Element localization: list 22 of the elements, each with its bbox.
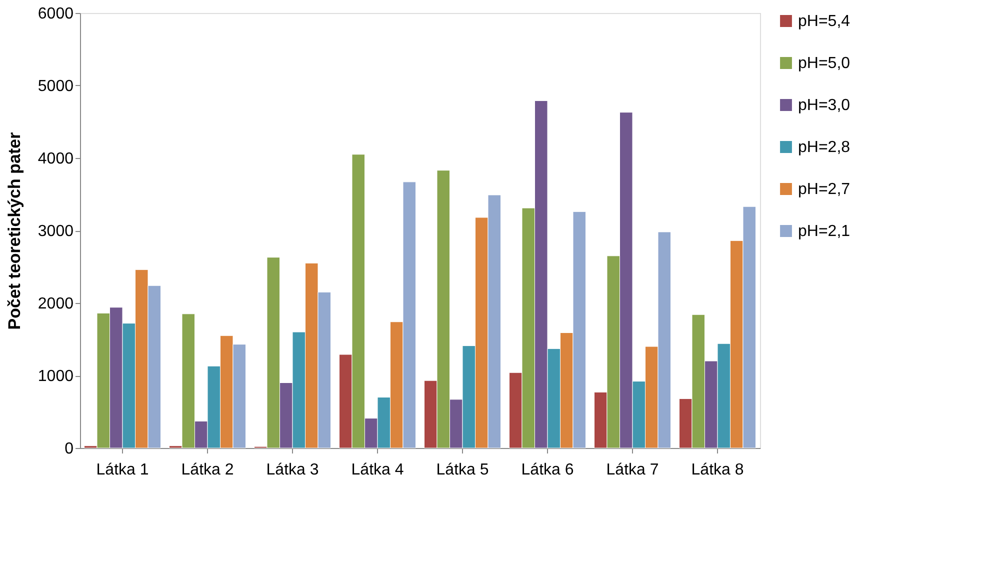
y-tick-label: 0 xyxy=(64,440,74,458)
legend-label: pH=5,0 xyxy=(798,55,850,72)
y-tick-label: 1000 xyxy=(38,368,74,385)
x-tick-label: Látka 7 xyxy=(606,462,659,478)
y-tick-label: 2000 xyxy=(38,296,74,312)
legend-label: pH=2,1 xyxy=(798,223,850,240)
x-tick-label: Látka 4 xyxy=(351,462,404,478)
y-tick-label: 3000 xyxy=(38,223,74,240)
x-tick-label: Látka 3 xyxy=(266,462,319,478)
y-tick-label: 5000 xyxy=(38,78,74,95)
legend-label: pH=5,4 xyxy=(798,13,850,30)
x-tick-label: Látka 8 xyxy=(691,462,744,478)
y-axis-title: Počet teoretických pater xyxy=(4,132,24,330)
x-tick-label: Látka 5 xyxy=(436,462,489,478)
legend-label: pH=2,7 xyxy=(798,181,850,198)
x-tick-label: Látka 1 xyxy=(96,462,149,478)
x-tick-label: Látka 6 xyxy=(521,462,574,478)
y-tick-label: 4000 xyxy=(38,150,74,168)
legend-label: pH=2,8 xyxy=(798,139,850,156)
y-tick-label: 6000 xyxy=(38,6,74,22)
legend-label: pH=3,0 xyxy=(798,97,850,114)
x-tick-label: Látka 2 xyxy=(181,462,234,478)
